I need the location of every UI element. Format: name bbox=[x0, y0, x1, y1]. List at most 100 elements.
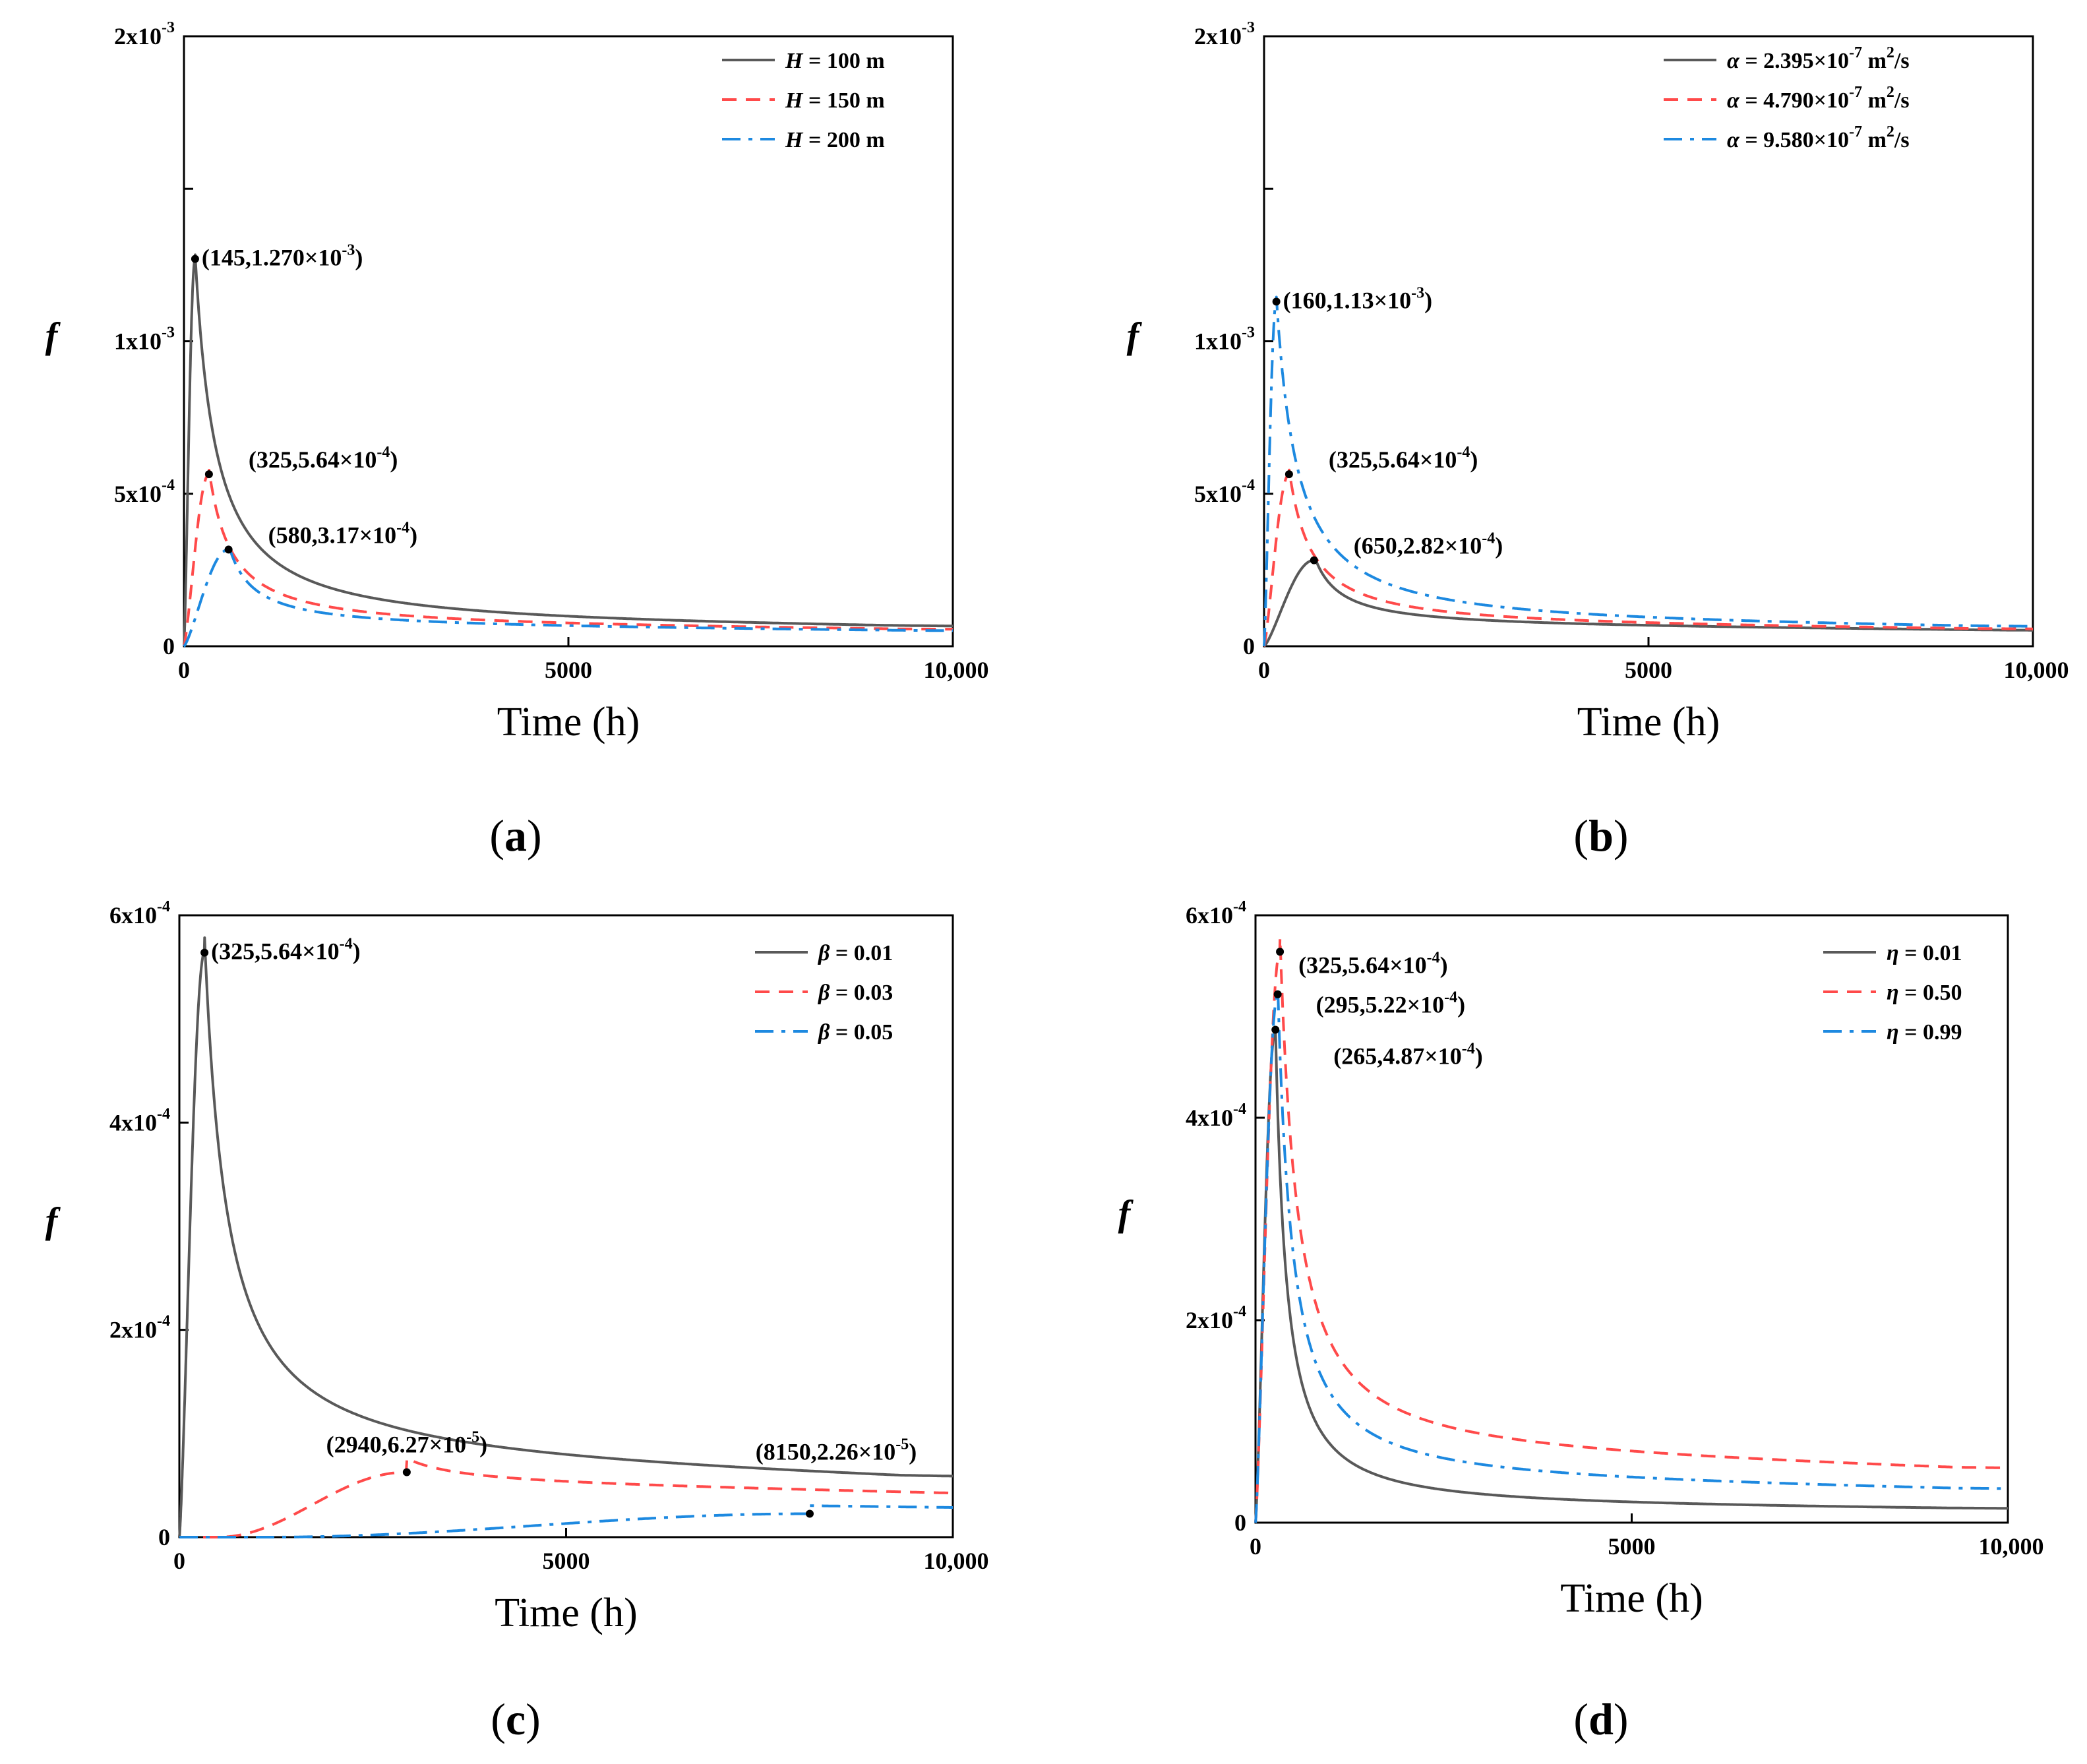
peak-annotation: (325,5.64×10-4) bbox=[211, 936, 361, 965]
legend-entry-1: η = 0.50 bbox=[1887, 981, 1962, 1005]
annotation-close: ) bbox=[1424, 287, 1432, 313]
legend-symbol: η bbox=[1887, 941, 1899, 965]
legend-symbol: η bbox=[1887, 981, 1899, 1005]
x-tick-label: 10,000 bbox=[924, 657, 989, 683]
legend-value: = 0.50 bbox=[1899, 981, 1962, 1005]
y-tick-label: 5x10-4 bbox=[114, 477, 175, 507]
y-tick-exponent: -4 bbox=[1233, 898, 1246, 915]
annotation-exponent: -3 bbox=[1411, 284, 1424, 301]
legend-symbol: H bbox=[785, 49, 804, 73]
y-tick-label: 2x10-4 bbox=[109, 1313, 170, 1343]
y-tick-label: 0 bbox=[1234, 1509, 1246, 1536]
legend-value: = 100 m bbox=[802, 49, 884, 73]
y-tick-exponent: -3 bbox=[162, 324, 175, 342]
legend-unit-tail: /s bbox=[1894, 88, 1910, 113]
peak-annotation: (325,5.64×10-4) bbox=[249, 444, 398, 473]
annotation-text: (650,2.82×10 bbox=[1354, 533, 1482, 559]
legend-unit: m bbox=[1862, 49, 1887, 73]
series-line-0 bbox=[1254, 1028, 2008, 1524]
legend-value: = 200 m bbox=[802, 128, 884, 152]
annotation-text: (580,3.17×10 bbox=[268, 522, 397, 548]
panel-label-close: ) bbox=[527, 810, 542, 861]
legend-unit: m bbox=[1862, 128, 1887, 152]
annotation-text: (145,1.270×10 bbox=[202, 245, 342, 271]
panel-label-close: ) bbox=[1614, 810, 1629, 861]
annotation-close: ) bbox=[1475, 1043, 1483, 1069]
legend-symbol: β bbox=[817, 981, 830, 1005]
series-line-2 bbox=[1263, 295, 2033, 648]
y-tick-exponent: -3 bbox=[1242, 19, 1255, 36]
peak-marker bbox=[1310, 556, 1318, 564]
legend-value: = 4.790×10 bbox=[1739, 88, 1849, 113]
x-tick-label: 5000 bbox=[545, 657, 592, 683]
y-tick-exponent: -3 bbox=[162, 19, 175, 36]
y-tick-mantissa: 0 bbox=[158, 1524, 170, 1550]
x-tick-label: 5000 bbox=[543, 1548, 590, 1574]
legend-value: = 150 m bbox=[802, 88, 884, 113]
annotation-exponent: -4 bbox=[377, 444, 390, 461]
peak-annotation: (580,3.17×10-4) bbox=[268, 519, 418, 548]
annotation-text: (325,5.64×10 bbox=[1329, 446, 1457, 473]
y-tick-mantissa: 2x10 bbox=[114, 23, 162, 49]
legend-entry-2: H = 200 m bbox=[785, 128, 885, 152]
panel-label-open: ( bbox=[1573, 1694, 1588, 1744]
annotation-close: ) bbox=[1440, 952, 1448, 978]
y-tick-mantissa: 2x10 bbox=[1194, 23, 1242, 49]
y-tick-label: 0 bbox=[163, 633, 175, 659]
legend-symbol: α bbox=[1727, 88, 1740, 113]
panel-label: (a) bbox=[489, 810, 541, 861]
legend-symbol: H bbox=[785, 88, 804, 113]
annotation-exponent: -4 bbox=[396, 519, 409, 536]
peak-annotation: (160,1.13×10-3) bbox=[1283, 284, 1433, 313]
annotation-close: ) bbox=[409, 522, 417, 548]
y-tick-mantissa: 5x10 bbox=[114, 481, 162, 507]
annotation-close: ) bbox=[353, 938, 361, 965]
panel-label-close: ) bbox=[526, 1694, 541, 1744]
series-line-2 bbox=[178, 1504, 953, 1538]
series-line-0 bbox=[178, 936, 953, 1538]
y-tick-exponent: -4 bbox=[157, 1313, 170, 1330]
y-tick-exponent: -4 bbox=[162, 477, 175, 494]
legend-symbol: α bbox=[1727, 128, 1740, 152]
annotation-exponent: -4 bbox=[340, 936, 353, 953]
y-tick-mantissa: 4x10 bbox=[109, 1109, 157, 1136]
legend-exponent: -7 bbox=[1849, 123, 1862, 140]
peak-marker bbox=[200, 948, 209, 957]
legend-value: = 0.03 bbox=[830, 981, 893, 1005]
legend-entry-0: η = 0.01 bbox=[1887, 941, 1962, 965]
legend-value: = 0.01 bbox=[830, 941, 893, 965]
legend-unit-exponent: 2 bbox=[1887, 123, 1894, 140]
peak-marker bbox=[1276, 948, 1285, 956]
annotation-exponent: -5 bbox=[895, 1436, 909, 1453]
panel-label-close: ) bbox=[1614, 1694, 1629, 1744]
panel-label-open: ( bbox=[489, 810, 504, 861]
y-tick-mantissa: 1x10 bbox=[114, 328, 162, 355]
peak-marker bbox=[224, 545, 233, 554]
legend-exponent: -7 bbox=[1849, 84, 1862, 101]
x-axis-label: Time (h) bbox=[495, 1591, 637, 1635]
annotation-text: (295,5.22×10 bbox=[1316, 992, 1445, 1018]
y-tick-label: 0 bbox=[1243, 633, 1255, 659]
peak-marker bbox=[402, 1468, 411, 1476]
panel-label-open: ( bbox=[491, 1694, 506, 1744]
peak-annotation: (325,5.64×10-4) bbox=[1298, 949, 1448, 978]
y-tick-label: 4x10-4 bbox=[1186, 1101, 1246, 1131]
y-tick-mantissa: 6x10 bbox=[109, 902, 157, 928]
y-tick-label: 4x10-4 bbox=[109, 1105, 170, 1136]
peak-marker bbox=[1271, 1025, 1280, 1034]
peak-annotation: (145,1.270×10-3) bbox=[202, 242, 363, 271]
y-tick-exponent: -4 bbox=[157, 1105, 170, 1122]
legend-entry-2: η = 0.99 bbox=[1887, 1020, 1962, 1045]
x-tick-label: 0 bbox=[1250, 1533, 1261, 1560]
annotation-exponent: -3 bbox=[342, 242, 355, 259]
legend-unit-tail: /s bbox=[1894, 128, 1910, 152]
legend-entry-0: α = 2.395×10-7 m2/s bbox=[1727, 44, 1910, 73]
y-axis-label: f bbox=[1127, 316, 1143, 357]
y-tick-exponent: -4 bbox=[157, 898, 170, 915]
y-axis-label: f bbox=[45, 1201, 61, 1242]
y-tick-mantissa: 4x10 bbox=[1186, 1105, 1233, 1131]
